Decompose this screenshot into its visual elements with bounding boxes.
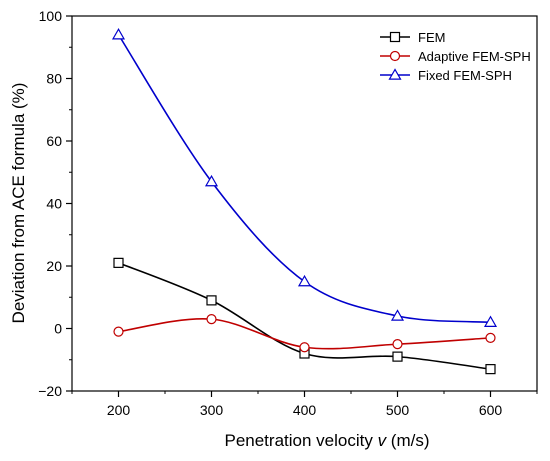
y-tick-label: 80	[46, 71, 62, 87]
data-point-adaptive-fem-sph	[299, 342, 310, 353]
x-tick-label: 200	[107, 402, 131, 418]
legend-marker-fem	[389, 31, 401, 43]
data-point-adaptive-fem-sph	[392, 339, 403, 350]
data-point-fixed-fem-sph	[483, 315, 498, 327]
x-tick-label: 600	[479, 402, 503, 418]
x-axis-title-main: Penetration velocity	[224, 431, 377, 450]
tick-labels: 200 300 400 500 600 −20 0 20 40 60 80 100	[38, 8, 502, 418]
y-tick-label: 0	[54, 321, 62, 337]
x-tick-label: 400	[293, 402, 317, 418]
legend-label-fem: FEM	[418, 30, 445, 45]
axes	[66, 15, 538, 397]
data-point-fixed-fem-sph	[111, 28, 126, 40]
legend: FEM Adaptive FEM-SPH Fixed FEM-SPH	[380, 30, 531, 83]
x-axis-title: Penetration velocity v (m/s)	[224, 431, 429, 450]
y-axis-title: Deviation from ACE formula (%)	[9, 83, 28, 324]
data-point-adaptive-fem-sph	[113, 326, 124, 337]
x-axis-title-variable: v	[378, 431, 388, 450]
y-tick-label: 100	[39, 8, 63, 24]
y-tick-label: 20	[46, 258, 62, 274]
data-point-fixed-fem-sph	[204, 174, 219, 187]
data-point-adaptive-fem-sph	[206, 314, 217, 325]
data-point-fem	[113, 257, 124, 268]
data-point-adaptive-fem-sph	[485, 332, 496, 343]
y-tick-label: 40	[46, 196, 62, 212]
x-tick-label: 500	[386, 402, 410, 418]
y-tick-label: −20	[38, 383, 62, 399]
y-tick-label: 60	[46, 133, 62, 149]
legend-marker-fixed-fem-sph	[388, 68, 402, 80]
x-tick-label: 300	[200, 402, 224, 418]
plot-area	[111, 28, 498, 375]
legend-label-adaptive-fem-sph: Adaptive FEM-SPH	[418, 49, 531, 64]
legend-label-fixed-fem-sph: Fixed FEM-SPH	[418, 68, 512, 83]
x-axis-title-unit: (m/s)	[386, 431, 429, 450]
series-line-fixed-fem-sph	[117, 34, 491, 324]
data-point-fem	[392, 351, 403, 362]
legend-marker-adaptive-fem-sph	[389, 50, 401, 62]
data-point-fem	[485, 364, 496, 375]
data-point-fixed-fem-sph	[390, 309, 405, 321]
data-point-fixed-fem-sph	[297, 274, 312, 287]
data-point-fem	[206, 295, 217, 306]
